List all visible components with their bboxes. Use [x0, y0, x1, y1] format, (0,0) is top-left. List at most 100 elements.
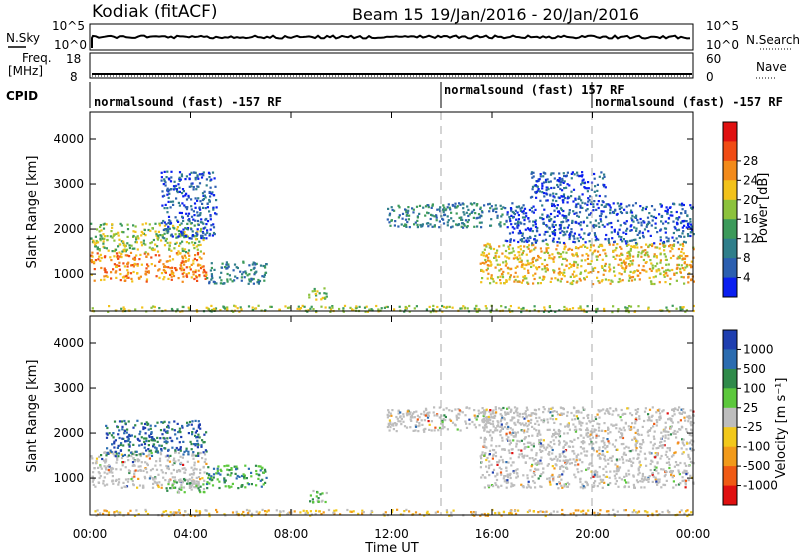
- cell-velocity: [405, 412, 408, 415]
- cell-power: [598, 281, 601, 284]
- cell-velocity: [597, 426, 601, 429]
- cell-velocity: [160, 469, 163, 472]
- cell-power: [184, 260, 187, 263]
- cell-power: [209, 215, 212, 218]
- cell-velocity: [149, 449, 153, 452]
- cell-velocity: [597, 409, 600, 412]
- cell-power: [325, 292, 328, 295]
- cell-velocity: [534, 422, 537, 425]
- cell-power: [168, 244, 171, 247]
- cell-velocity: [153, 480, 156, 483]
- cell-velocity: [420, 419, 423, 422]
- cell-power: [580, 259, 583, 262]
- cell-power: [691, 265, 694, 268]
- cell-power: [586, 257, 589, 260]
- cell-velocity: [197, 482, 200, 485]
- cell-power: [648, 212, 651, 215]
- cell-velocity: [681, 441, 684, 444]
- cell-power: [136, 272, 139, 275]
- cell-power: [605, 233, 608, 237]
- cell-power: [445, 208, 448, 211]
- cell-velocity: [531, 434, 534, 437]
- cell-power: [102, 233, 105, 236]
- cell-power: [677, 247, 680, 251]
- cell-velocity: [138, 433, 141, 436]
- cell-velocity: [506, 474, 509, 477]
- cell-power: [502, 206, 505, 209]
- cell-velocity: [527, 483, 530, 486]
- cell-velocity: [561, 486, 564, 489]
- cell-power: [180, 192, 184, 195]
- cell-power: [558, 228, 561, 231]
- cell-power: [516, 275, 519, 278]
- cell-power: [531, 260, 534, 264]
- cell-power: [106, 239, 109, 242]
- cell-velocity: [569, 440, 572, 443]
- cell-velocity: [170, 439, 173, 442]
- cell-velocity: [673, 451, 676, 455]
- cell-velocity: [665, 479, 668, 482]
- cell-velocity: [113, 442, 116, 445]
- cell-velocity: [139, 454, 142, 458]
- cell-power: [398, 214, 401, 217]
- cell-velocity: [159, 437, 162, 440]
- cell-power: [612, 266, 616, 269]
- cell-power: [91, 307, 94, 310]
- cell-power: [529, 229, 532, 232]
- cell-velocity: [668, 447, 671, 450]
- cell-velocity: [602, 437, 605, 440]
- cell-power: [672, 220, 675, 223]
- cell-power: [570, 190, 573, 193]
- cell-power: [150, 263, 153, 266]
- cell-velocity: [651, 512, 654, 515]
- cell-velocity: [526, 425, 529, 428]
- cell-power: [135, 254, 138, 257]
- cell-velocity: [690, 439, 693, 442]
- cell-power: [601, 223, 604, 227]
- cell-power: [182, 228, 185, 231]
- cell-velocity: [488, 410, 491, 413]
- cell-velocity: [688, 414, 691, 418]
- cell-power: [240, 279, 243, 282]
- cell-velocity: [138, 439, 141, 442]
- cell-power: [132, 270, 135, 274]
- cell-velocity: [164, 510, 168, 513]
- cell-velocity: [483, 424, 487, 427]
- cell-velocity: [689, 474, 692, 477]
- cell-power: [596, 255, 599, 258]
- cell-power: [516, 265, 519, 268]
- cell-power: [416, 216, 419, 219]
- cell-velocity: [186, 424, 189, 427]
- cell-power: [512, 257, 515, 260]
- cell-power: [566, 201, 569, 204]
- cell-velocity: [636, 430, 639, 433]
- cell-velocity: [160, 421, 163, 424]
- cell-velocity: [603, 455, 606, 458]
- cell-velocity: [622, 453, 625, 456]
- cell-power: [656, 246, 659, 249]
- cell-velocity: [684, 479, 688, 482]
- cell-velocity: [615, 427, 618, 430]
- cell-velocity: [114, 450, 117, 453]
- cell-velocity: [617, 469, 620, 472]
- cell-velocity: [192, 473, 195, 476]
- cell-velocity: [485, 408, 488, 411]
- cell-power: [597, 280, 600, 283]
- cell-power: [455, 212, 458, 215]
- cell-power: [637, 264, 640, 267]
- cell-velocity: [202, 451, 205, 454]
- cell-power: [132, 230, 135, 233]
- cell-power: [659, 272, 662, 276]
- cell-power: [91, 255, 94, 258]
- cell-velocity: [171, 463, 174, 466]
- cell-velocity: [564, 455, 567, 459]
- cell-power: [460, 307, 463, 310]
- cell-power: [145, 267, 148, 270]
- cell-power: [112, 268, 115, 271]
- cell-power: [202, 206, 205, 209]
- cell-power: [242, 260, 245, 263]
- cell-power: [563, 268, 566, 271]
- cell-velocity: [639, 464, 642, 467]
- cell-velocity: [402, 420, 405, 423]
- cell-power: [542, 277, 545, 281]
